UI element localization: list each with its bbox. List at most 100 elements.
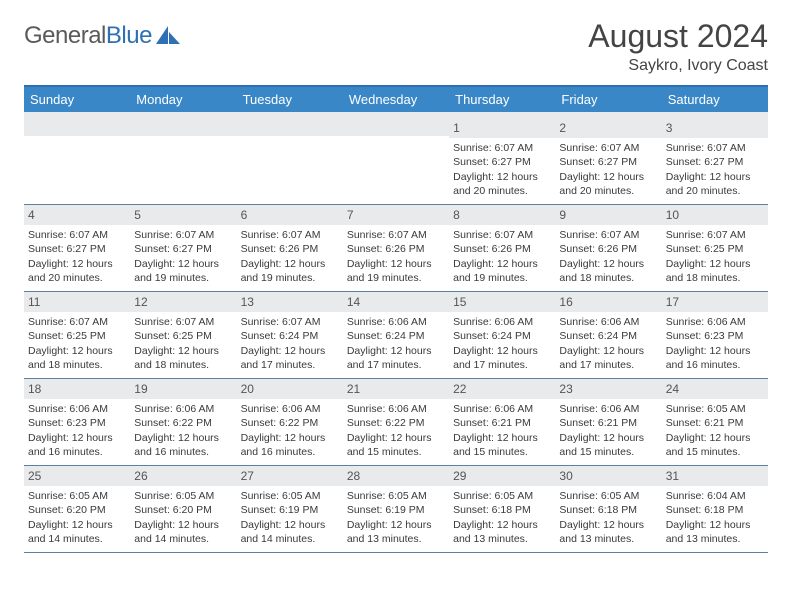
logo-sail-icon xyxy=(156,26,182,46)
day-line: Sunset: 6:26 PM xyxy=(241,242,339,256)
day-line: Sunrise: 6:07 AM xyxy=(134,228,232,242)
day-line: Sunset: 6:18 PM xyxy=(453,503,551,517)
day-cell: 7Sunrise: 6:07 AMSunset: 6:26 PMDaylight… xyxy=(343,205,449,291)
day-cell: 19Sunrise: 6:06 AMSunset: 6:22 PMDayligh… xyxy=(130,379,236,465)
title-block: August 2024 Saykro, Ivory Coast xyxy=(588,18,768,75)
day-number: 31 xyxy=(662,466,768,486)
day-line: Daylight: 12 hours and 13 minutes. xyxy=(559,518,657,546)
day-cell: 23 Sunrise: 6:06 AMSunset: 6:21 PMDayligh… xyxy=(555,379,661,465)
day-number xyxy=(130,118,236,136)
weekday-tuesday: Tuesday xyxy=(237,87,343,112)
week-row: 18Sunrise: 6:06 AMSunset: 6:23 PMDayligh… xyxy=(24,379,768,466)
day-number: 15 xyxy=(449,292,555,312)
day-line: Sunrise: 6:06 AM xyxy=(347,402,445,416)
day-body: Sunrise: 6:05 AMSunset: 6:18 PMDaylight:… xyxy=(453,488,551,546)
day-line: Daylight: 12 hours and 15 minutes. xyxy=(453,431,551,459)
day-cell: 11Sunrise: 6:07 AMSunset: 6:25 PMDayligh… xyxy=(24,292,130,378)
day-body: Sunrise: 6:06 AMSunset: 6:23 PMDaylight:… xyxy=(28,401,126,459)
day-line: Sunrise: 6:04 AM xyxy=(666,489,764,503)
day-line: Sunset: 6:27 PM xyxy=(453,155,551,169)
day-line: Sunrise: 6:05 AM xyxy=(134,489,232,503)
day-body: Sunrise: 6:05 AMSunset: 6:19 PMDaylight:… xyxy=(241,488,339,546)
day-body: Sunrise: 6:07 AMSunset: 6:27 PMDaylight:… xyxy=(453,140,551,198)
day-number: 24 xyxy=(662,379,768,399)
day-line: Sunset: 6:26 PM xyxy=(559,242,657,256)
day-line: Sunrise: 6:07 AM xyxy=(559,228,657,242)
day-number: 22 xyxy=(449,379,555,399)
day-cell xyxy=(130,118,236,204)
day-line: Sunrise: 6:07 AM xyxy=(241,315,339,329)
weekday-wednesday: Wednesday xyxy=(343,87,449,112)
day-line: Sunset: 6:23 PM xyxy=(28,416,126,430)
day-cell: 16Sunrise: 6:06 AMSunset: 6:24 PMDayligh… xyxy=(555,292,661,378)
day-line: Sunrise: 6:05 AM xyxy=(453,489,551,503)
day-line: Sunrise: 6:05 AM xyxy=(28,489,126,503)
day-line: Daylight: 12 hours and 20 minutes. xyxy=(666,170,764,198)
day-line: Sunset: 6:27 PM xyxy=(134,242,232,256)
logo-text-blue: Blue xyxy=(106,22,152,50)
day-number: 5 xyxy=(130,205,236,225)
day-line: Sunset: 6:20 PM xyxy=(134,503,232,517)
day-line: Sunrise: 6:06 AM xyxy=(453,315,551,329)
day-line: Sunrise: 6:05 AM xyxy=(347,489,445,503)
day-body: Sunrise: 6:06 AMSunset: 6:23 PMDaylight:… xyxy=(666,314,764,372)
day-number: 28 xyxy=(343,466,449,486)
day-number: 20 xyxy=(237,379,343,399)
day-cell: 18Sunrise: 6:06 AMSunset: 6:23 PMDayligh… xyxy=(24,379,130,465)
day-line: Sunrise: 6:07 AM xyxy=(666,228,764,242)
day-body: Sunrise: 6:06 AMSunset: 6:22 PMDaylight:… xyxy=(347,401,445,459)
day-number: 6 xyxy=(237,205,343,225)
day-body: Sunrise: 6:05 AMSunset: 6:21 PMDaylight:… xyxy=(666,401,764,459)
day-body: Sunrise: 6:05 AMSunset: 6:18 PMDaylight:… xyxy=(559,488,657,546)
day-line: Sunset: 6:27 PM xyxy=(559,155,657,169)
day-body: Sunrise: 6:06 AMSunset: 6:22 PMDaylight:… xyxy=(241,401,339,459)
day-line: Sunset: 6:21 PM xyxy=(666,416,764,430)
day-cell: 31Sunrise: 6:04 AMSunset: 6:18 PMDayligh… xyxy=(662,466,768,552)
day-cell xyxy=(343,118,449,204)
weekday-sunday: Sunday xyxy=(24,87,130,112)
day-line: Daylight: 12 hours and 16 minutes. xyxy=(666,344,764,372)
day-line: Sunrise: 6:07 AM xyxy=(666,141,764,155)
day-line: Daylight: 12 hours and 15 minutes. xyxy=(559,431,657,459)
day-body: Sunrise: 6:05 AMSunset: 6:20 PMDaylight:… xyxy=(134,488,232,546)
day-number: 8 xyxy=(449,205,555,225)
day-line: Daylight: 12 hours and 16 minutes. xyxy=(241,431,339,459)
day-line: Sunset: 6:18 PM xyxy=(559,503,657,517)
day-line: Sunset: 6:21 PM xyxy=(453,416,551,430)
day-line: Sunrise: 6:07 AM xyxy=(28,315,126,329)
day-number xyxy=(24,118,130,136)
day-line: Daylight: 12 hours and 14 minutes. xyxy=(241,518,339,546)
day-body: Sunrise: 6:05 AMSunset: 6:20 PMDaylight:… xyxy=(28,488,126,546)
day-line: Daylight: 12 hours and 16 minutes. xyxy=(134,431,232,459)
day-line: Sunset: 6:23 PM xyxy=(666,329,764,343)
day-cell: 26Sunrise: 6:05 AMSunset: 6:20 PMDayligh… xyxy=(130,466,236,552)
day-line: Daylight: 12 hours and 16 minutes. xyxy=(28,431,126,459)
day-number xyxy=(237,118,343,136)
day-number: 23 xyxy=(555,379,661,399)
logo: GeneralBlue xyxy=(24,18,182,50)
day-body: Sunrise: 6:06 AMSunset: 6:21 PMDaylight:… xyxy=(453,401,551,459)
page-subtitle: Saykro, Ivory Coast xyxy=(588,57,768,75)
day-number: 3 xyxy=(662,118,768,138)
day-line: Sunrise: 6:06 AM xyxy=(134,402,232,416)
day-number: 11 xyxy=(24,292,130,312)
day-cell: 14Sunrise: 6:06 AMSunset: 6:24 PMDayligh… xyxy=(343,292,449,378)
day-cell: 5Sunrise: 6:07 AMSunset: 6:27 PMDaylight… xyxy=(130,205,236,291)
day-cell: 3Sunrise: 6:07 AMSunset: 6:27 PMDaylight… xyxy=(662,118,768,204)
day-number: 25 xyxy=(24,466,130,486)
day-line: Sunset: 6:21 PM xyxy=(559,416,657,430)
day-line: Daylight: 12 hours and 20 minutes. xyxy=(559,170,657,198)
day-line: Sunrise: 6:06 AM xyxy=(559,402,657,416)
day-line: Daylight: 12 hours and 18 minutes. xyxy=(28,344,126,372)
day-line: Daylight: 12 hours and 13 minutes. xyxy=(666,518,764,546)
day-line: Sunrise: 6:05 AM xyxy=(666,402,764,416)
weekday-monday: Monday xyxy=(130,87,236,112)
day-number: 27 xyxy=(237,466,343,486)
day-line: Sunset: 6:25 PM xyxy=(666,242,764,256)
day-line: Sunset: 6:24 PM xyxy=(241,329,339,343)
day-number: 12 xyxy=(130,292,236,312)
logo-text-gray: General xyxy=(24,22,106,50)
day-line: Sunset: 6:25 PM xyxy=(134,329,232,343)
day-line: Sunset: 6:26 PM xyxy=(347,242,445,256)
day-cell: 4Sunrise: 6:07 AMSunset: 6:27 PMDaylight… xyxy=(24,205,130,291)
